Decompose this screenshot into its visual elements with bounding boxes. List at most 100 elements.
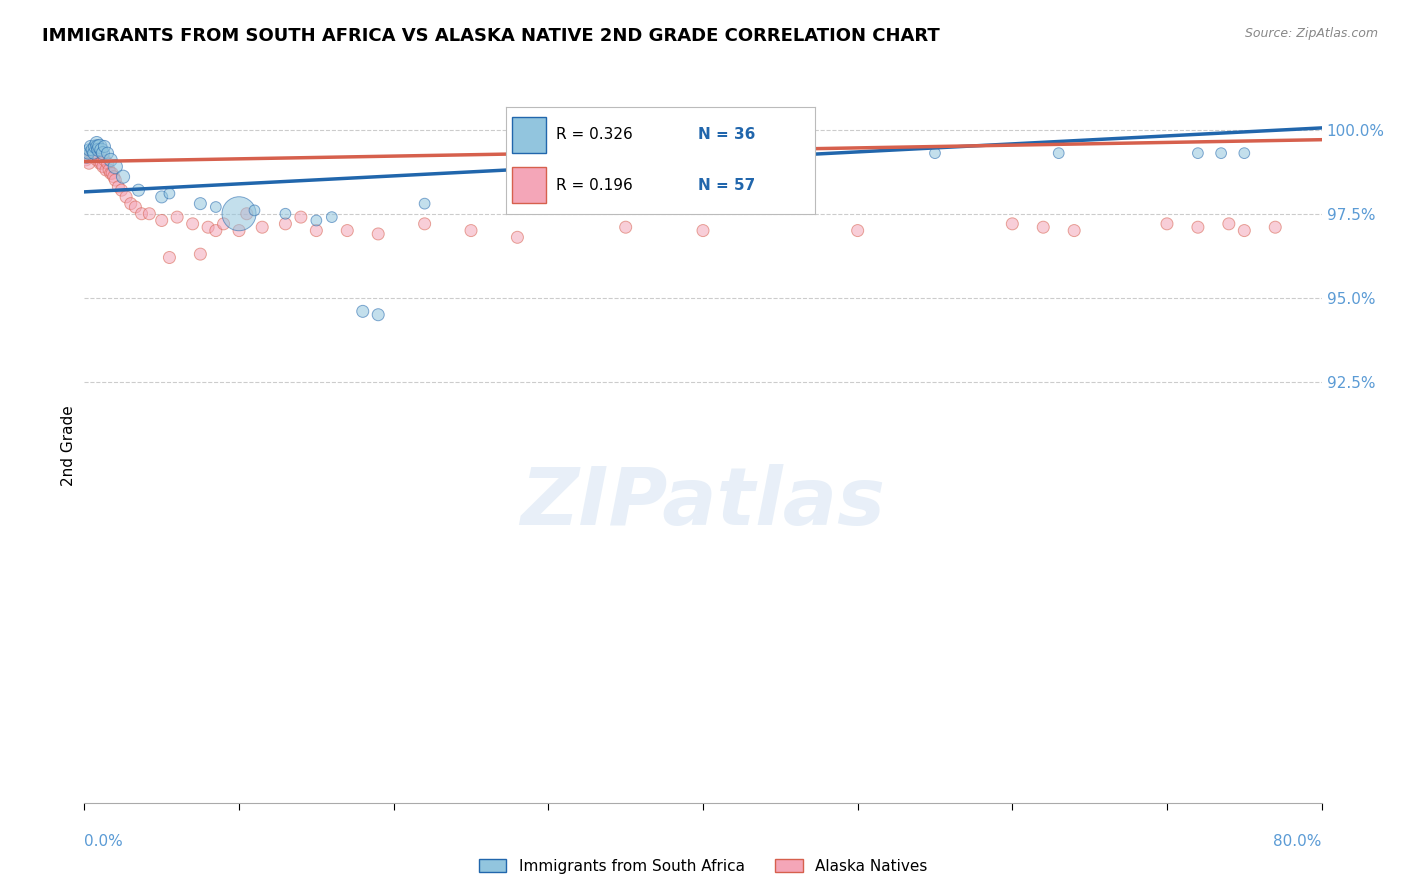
Text: N = 36: N = 36: [697, 128, 755, 143]
Point: [104, 173, 127, 187]
Point: [1032, 220, 1054, 235]
Point: [159, 186, 180, 201]
Point: [83, 146, 105, 161]
Text: ZIPatlas: ZIPatlas: [520, 464, 886, 542]
Point: [1063, 223, 1085, 237]
Point: [75, 153, 97, 167]
Point: [367, 308, 389, 322]
Point: [413, 217, 436, 231]
Point: [274, 207, 297, 221]
Point: [1156, 217, 1178, 231]
Point: [76, 149, 98, 163]
Point: [1264, 220, 1286, 235]
Point: [98, 163, 121, 178]
Point: [228, 207, 250, 221]
Text: 0.0%: 0.0%: [84, 834, 124, 849]
Point: [235, 207, 259, 221]
Point: [205, 223, 228, 237]
Point: [90, 156, 112, 170]
Point: [103, 169, 125, 184]
Point: [188, 247, 212, 261]
Point: [1233, 146, 1256, 161]
Point: [86, 136, 108, 150]
Bar: [512, 117, 547, 153]
Text: R = 0.196: R = 0.196: [555, 178, 633, 193]
Point: [110, 183, 132, 197]
Text: 80.0%: 80.0%: [1274, 834, 1322, 849]
Point: [87, 143, 110, 157]
Point: [79, 146, 101, 161]
Point: [91, 146, 114, 161]
Point: [181, 217, 204, 231]
Point: [352, 304, 374, 318]
Point: [614, 220, 637, 235]
Point: [1187, 220, 1209, 235]
Point: [77, 156, 100, 170]
Point: [367, 227, 389, 241]
Point: [87, 149, 110, 163]
Point: [506, 230, 529, 244]
Point: [115, 190, 138, 204]
Point: [77, 146, 100, 161]
Point: [188, 196, 212, 211]
Point: [127, 183, 149, 197]
Point: [305, 223, 328, 237]
Point: [100, 166, 122, 180]
Text: R = 0.326: R = 0.326: [555, 128, 633, 143]
Point: [460, 223, 482, 237]
Point: [131, 207, 153, 221]
Point: [1047, 146, 1070, 161]
Point: [112, 169, 135, 184]
Point: [83, 149, 105, 163]
Point: [1233, 223, 1256, 237]
Bar: [512, 167, 547, 203]
Point: [290, 210, 312, 224]
Point: [197, 220, 219, 235]
Point: [84, 146, 107, 161]
Point: [166, 210, 188, 224]
Point: [89, 139, 111, 153]
Point: [413, 196, 436, 211]
Point: [212, 217, 235, 231]
Point: [89, 156, 111, 170]
Point: [120, 196, 142, 211]
Point: [321, 210, 343, 224]
Point: [101, 166, 124, 180]
Point: [124, 200, 146, 214]
Y-axis label: 2nd Grade: 2nd Grade: [60, 406, 76, 486]
Text: Source: ZipAtlas.com: Source: ZipAtlas.com: [1244, 27, 1378, 40]
Point: [1187, 146, 1209, 161]
Point: [243, 203, 266, 218]
Point: [159, 251, 180, 265]
Point: [96, 156, 118, 170]
Point: [76, 149, 98, 163]
Point: [692, 223, 714, 237]
Point: [91, 160, 114, 174]
Point: [82, 146, 104, 161]
Point: [150, 213, 173, 227]
Point: [846, 223, 869, 237]
Point: [94, 163, 117, 178]
Point: [104, 160, 127, 174]
Text: N = 57: N = 57: [697, 178, 755, 193]
Point: [96, 146, 118, 161]
Point: [84, 139, 107, 153]
Point: [205, 200, 228, 214]
Point: [90, 143, 112, 157]
Point: [1209, 146, 1232, 161]
Point: [250, 220, 273, 235]
Point: [1218, 217, 1240, 231]
Point: [138, 207, 160, 221]
Point: [336, 223, 359, 237]
Point: [77, 143, 100, 157]
Point: [150, 190, 173, 204]
Point: [228, 223, 250, 237]
Point: [79, 139, 101, 153]
Point: [86, 139, 108, 153]
Point: [100, 153, 122, 167]
Point: [93, 153, 115, 167]
Point: [924, 146, 946, 161]
Text: IMMIGRANTS FROM SOUTH AFRICA VS ALASKA NATIVE 2ND GRADE CORRELATION CHART: IMMIGRANTS FROM SOUTH AFRICA VS ALASKA N…: [42, 27, 941, 45]
Point: [86, 153, 108, 167]
Point: [1001, 217, 1024, 231]
